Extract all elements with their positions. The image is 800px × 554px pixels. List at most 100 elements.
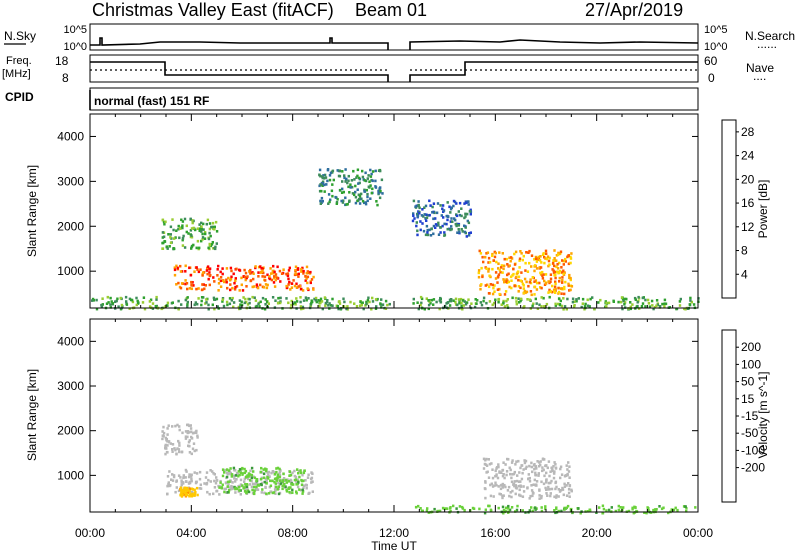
scatter-cell — [184, 468, 188, 472]
scatter-cell — [221, 468, 225, 471]
nave-tick-low: 0 — [708, 71, 715, 85]
scatter-cell — [240, 283, 243, 287]
scatter-cell — [237, 470, 240, 473]
scatter-cell — [508, 256, 511, 260]
scatter-cell — [244, 469, 248, 473]
scatter-cell — [470, 302, 473, 305]
scatter-cell — [502, 267, 505, 271]
scatter-cell — [563, 285, 566, 289]
scatter-cell — [229, 266, 233, 270]
scatter-cell — [553, 495, 556, 499]
scatter-cell — [219, 276, 223, 279]
scatter-cell — [263, 275, 267, 278]
scatter-cell — [319, 174, 322, 178]
scatter-cell — [198, 223, 201, 226]
scatter-cell — [559, 467, 562, 471]
scatter-cell — [200, 230, 203, 233]
scatter-cell — [503, 484, 506, 487]
scatter-cell — [186, 296, 189, 299]
colorbar-tick-label: 8 — [741, 244, 748, 258]
xtick-label: 08:00 — [278, 526, 308, 540]
scatter-cell — [501, 505, 505, 509]
scatter-cell — [581, 297, 585, 301]
scatter-cell — [637, 295, 640, 299]
scatter-cell — [479, 252, 483, 255]
scatter-cell — [507, 272, 510, 276]
scatter-cell — [198, 477, 202, 481]
scatter-cell — [429, 302, 432, 305]
scatter-cell — [291, 488, 294, 492]
scatter-cell — [549, 277, 553, 281]
scatter-cell — [487, 458, 490, 461]
scatter-cell — [460, 214, 463, 218]
scatter-cell — [188, 494, 191, 498]
scatter-cell — [506, 279, 509, 283]
scatter-cell — [457, 224, 460, 227]
scatter-cell — [452, 504, 455, 508]
scatter-cell — [563, 305, 567, 308]
scatter-cell — [456, 303, 459, 307]
scatter-cell — [195, 448, 198, 452]
scatter-cell — [684, 505, 687, 508]
scatter-cell — [386, 303, 389, 307]
scatter-cell — [624, 297, 627, 301]
scatter-cell — [254, 482, 257, 486]
scatter-cell — [223, 487, 226, 491]
scatter-cell — [249, 469, 252, 473]
scatter-cell — [554, 481, 557, 485]
scatter-cell — [429, 204, 432, 207]
scatter-cell — [653, 508, 657, 511]
scatter-cell — [484, 508, 487, 512]
scatter-cell — [257, 275, 260, 278]
scatter-cell — [206, 490, 209, 494]
scatter-cell — [509, 468, 512, 472]
scatter-cell — [166, 444, 169, 447]
scatter-cell — [340, 199, 343, 203]
scatter-cell — [245, 276, 248, 280]
scatter-cell — [218, 493, 221, 496]
scatter-cell — [640, 305, 644, 308]
scatter-cell — [225, 278, 228, 282]
scatter-cell — [552, 464, 555, 468]
scatter-cell — [358, 195, 362, 198]
scatter-cell — [434, 226, 437, 229]
scatter-cell — [689, 296, 692, 300]
scatter-cell — [555, 496, 558, 499]
scatter-cell — [547, 259, 551, 263]
scatter-cell — [302, 272, 305, 275]
ytick-label: 4000 — [57, 334, 84, 348]
scatter-cell — [360, 303, 363, 307]
scatter-cell — [504, 509, 507, 513]
scatter-cell — [566, 473, 569, 477]
scatter-cell — [299, 300, 302, 304]
scatter-cell — [180, 479, 183, 482]
scatter-cell — [537, 464, 541, 468]
scatter-cell — [487, 256, 491, 260]
scatter-cell — [285, 478, 288, 482]
scatter-cell — [548, 295, 551, 299]
scatter-cell — [511, 473, 514, 476]
scatter-cell — [647, 507, 650, 510]
scatter-cell — [692, 303, 696, 306]
xtick-label: 12:00 — [379, 526, 409, 540]
scatter-cell — [473, 305, 477, 309]
scatter-cell — [548, 288, 551, 292]
scatter-cell — [482, 260, 485, 264]
scatter-cell — [539, 271, 542, 275]
scatter-cell — [416, 301, 419, 304]
scatter-cell — [299, 287, 303, 291]
scatter-cell — [538, 281, 541, 285]
power-scatter-layer — [91, 168, 700, 311]
scatter-cell — [437, 233, 441, 236]
scatter-cell — [605, 509, 608, 512]
scatter-cell — [428, 228, 431, 232]
scatter-cell — [247, 472, 251, 475]
scatter-cell — [553, 257, 556, 260]
scatter-cell — [206, 267, 210, 270]
scatter-cell — [567, 461, 570, 464]
colorbar-tick-label: 12 — [741, 220, 755, 234]
scatter-cell — [535, 483, 538, 486]
scatter-cell — [320, 189, 323, 193]
scatter-cell — [121, 305, 124, 308]
